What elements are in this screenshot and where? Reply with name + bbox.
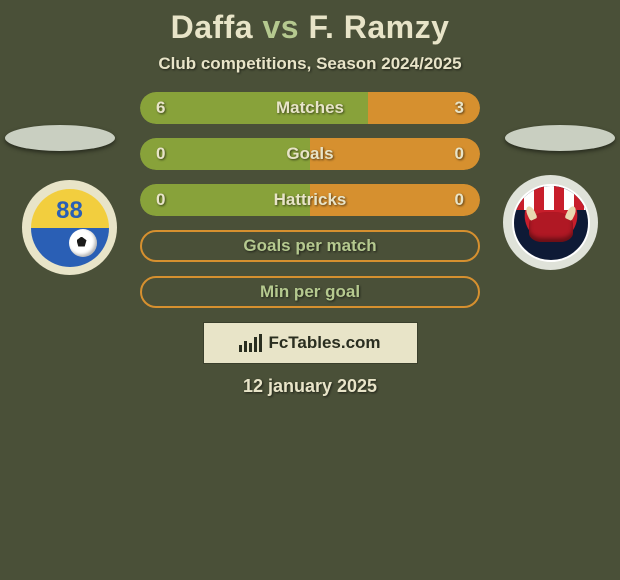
player1-club-badge: 88 [22,180,117,275]
stat-right-segment: 0 [310,138,480,170]
stat-left-value: 0 [140,144,165,164]
stat-row-goals: 00Goals [140,138,480,170]
soccer-ball-icon [69,229,97,257]
right-shadow-ellipse [505,125,615,151]
stat-row-min-per-goal: Min per goal [140,276,480,308]
stat-right-segment: 3 [368,92,480,124]
bull-icon [529,212,573,242]
brand-text: FcTables.com [268,333,380,353]
player2-club-badge [503,175,598,270]
stat-right-value: 0 [455,190,480,210]
date-label: 12 january 2025 [0,376,620,397]
stat-left-value: 0 [140,190,165,210]
stat-left-segment: 0 [140,138,310,170]
comparison-title: Daffa vs F. Ramzy [0,9,620,46]
stat-right-value: 0 [455,144,480,164]
stat-row-goals-per-match: Goals per match [140,230,480,262]
stats-rows: 63Matches00Goals00HattricksGoals per mat… [140,92,480,308]
brand-box: FcTables.com [203,322,418,364]
stat-right-segment: 0 [310,184,480,216]
bar-chart-icon [239,334,262,352]
stat-left-segment: 6 [140,92,368,124]
player1-name: Daffa [171,9,254,45]
stat-left-value: 6 [140,98,165,118]
badge-right-inner [512,184,590,262]
badge-left-number: 88 [31,197,109,225]
stat-right-value: 3 [455,98,480,118]
badge-left-inner: 88 [31,189,109,267]
vs-separator: vs [262,9,299,45]
left-shadow-ellipse [5,125,115,151]
subtitle: Club competitions, Season 2024/2025 [0,54,620,74]
stat-row-hattricks: 00Hattricks [140,184,480,216]
stat-row-matches: 63Matches [140,92,480,124]
stat-left-segment: 0 [140,184,310,216]
player2-name: F. Ramzy [308,9,449,45]
